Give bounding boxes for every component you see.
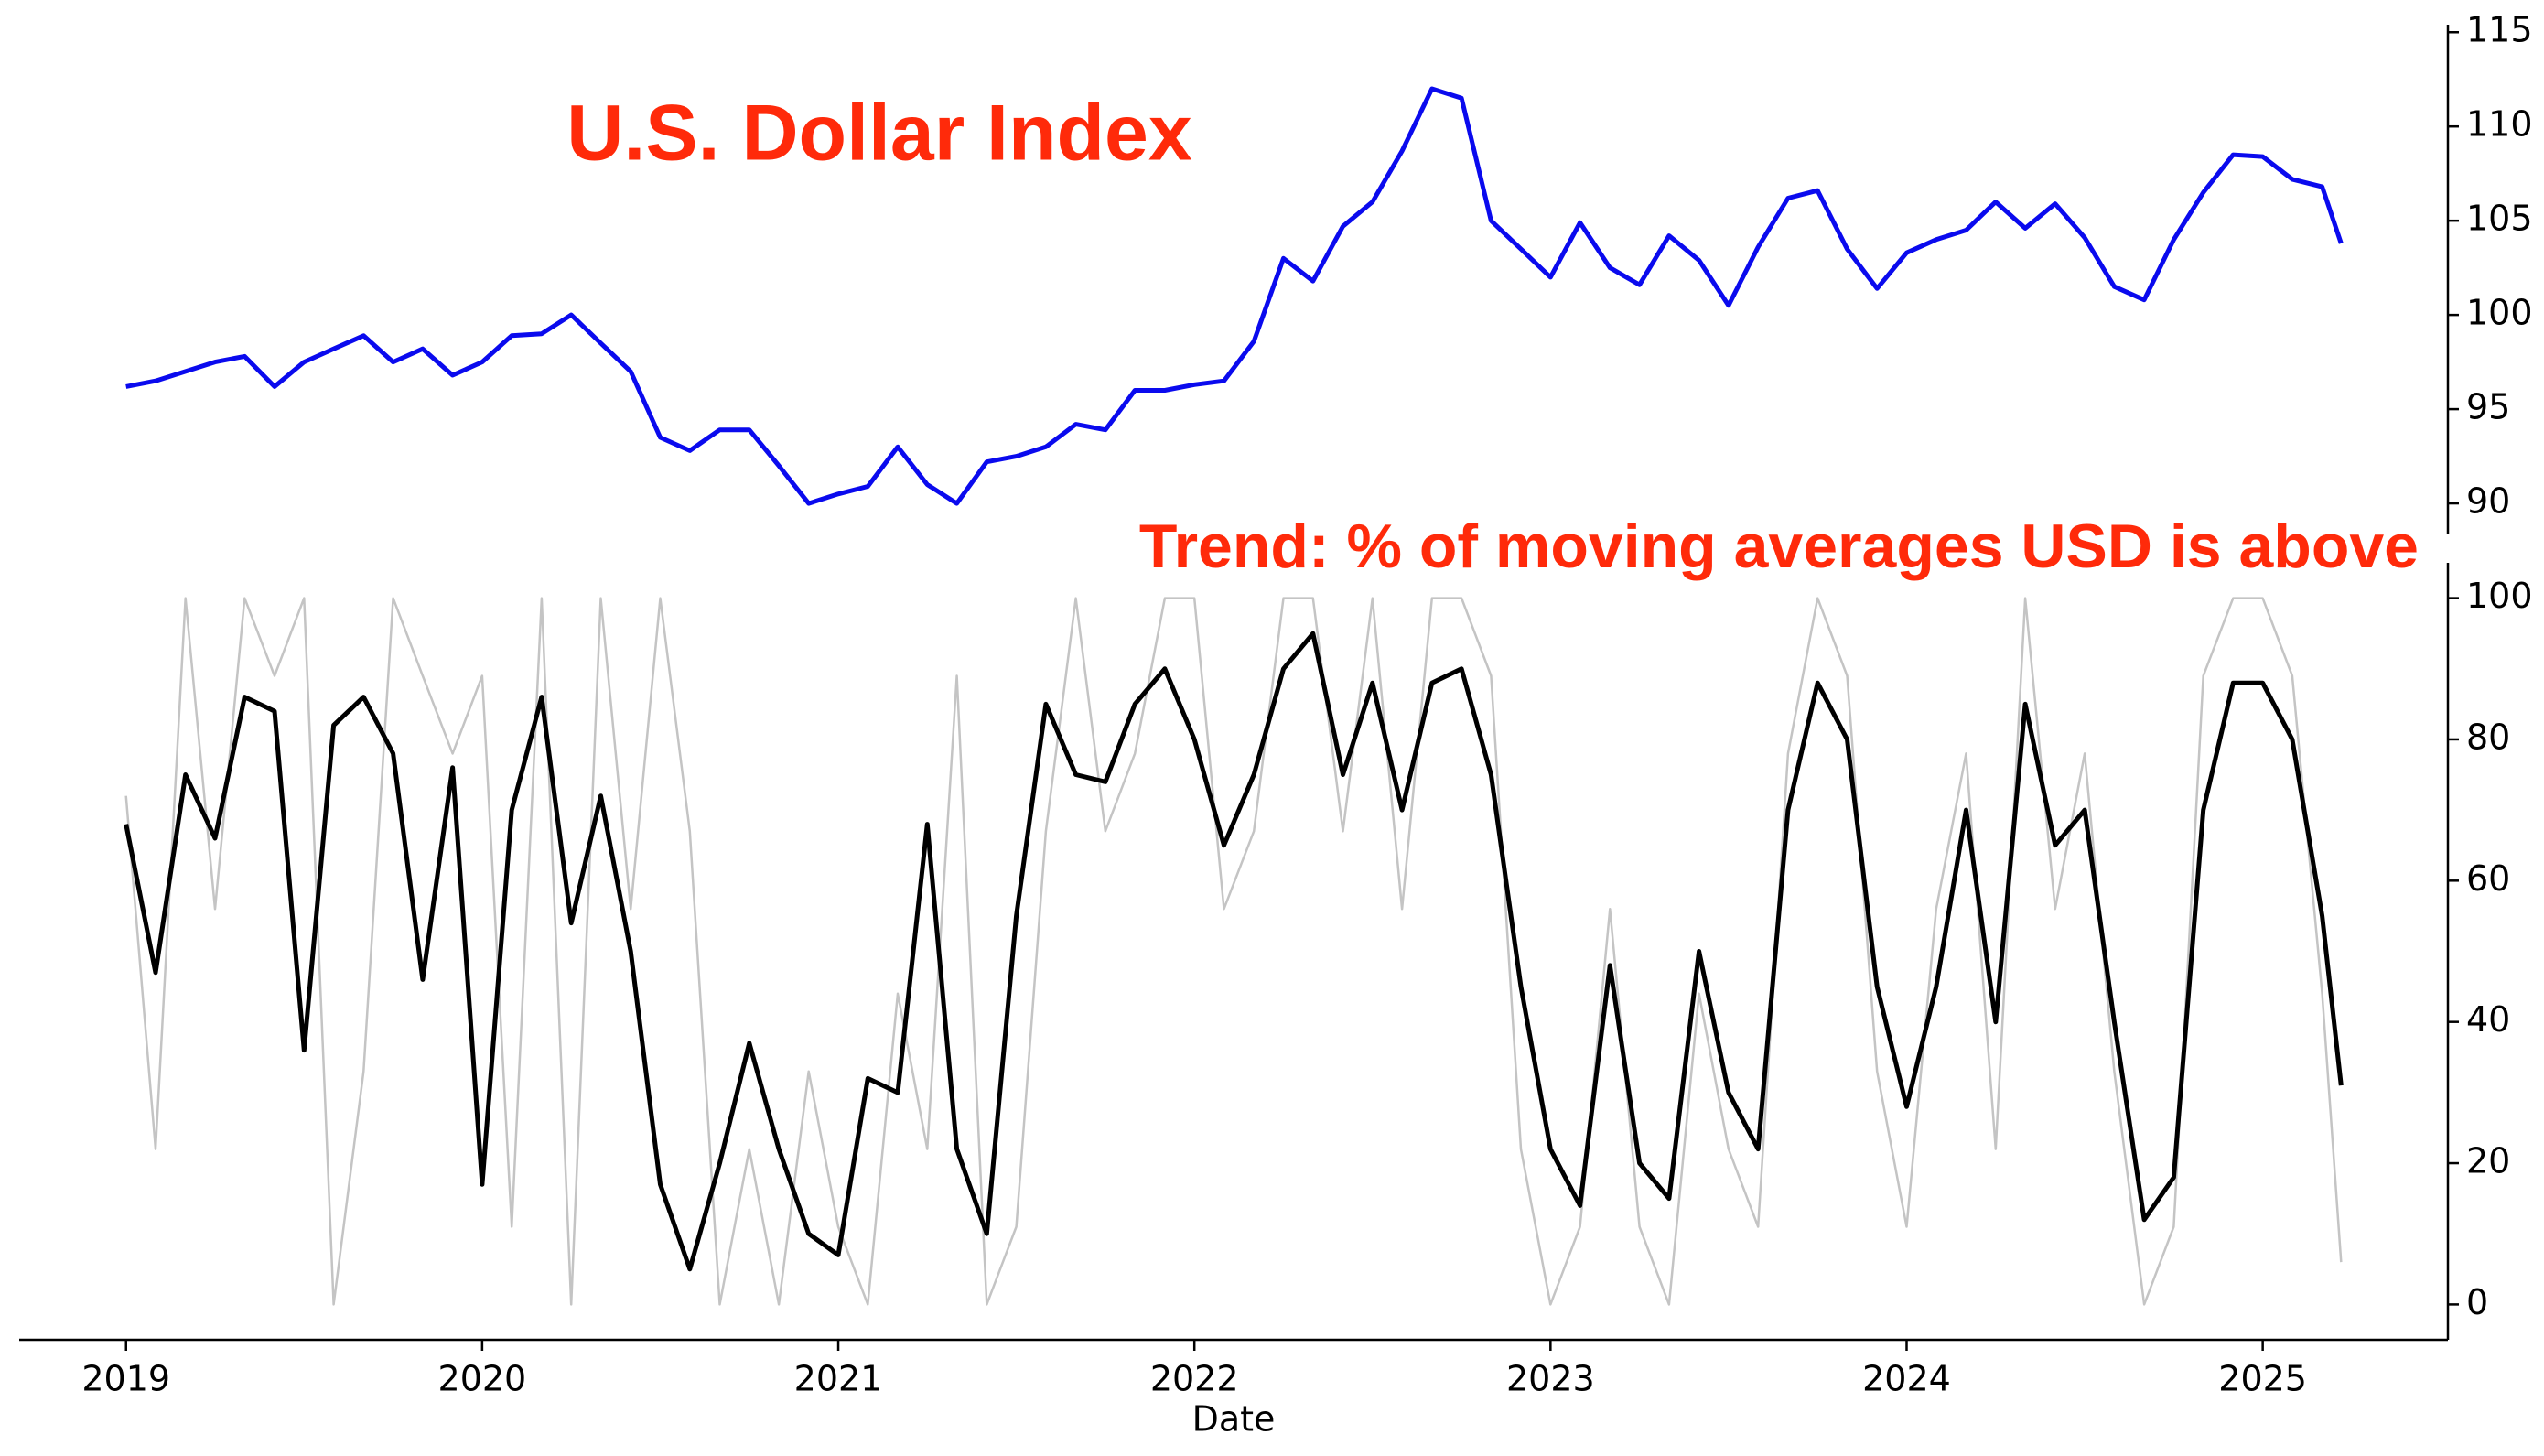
x-tick-label: 2020	[438, 1359, 527, 1399]
series-line	[125, 86, 2344, 506]
y-tick-label: 40	[2466, 999, 2510, 1040]
x-axis-label: Date	[1192, 1399, 1276, 1440]
y-tick-label: 80	[2466, 717, 2510, 757]
x-tick-label: 2023	[1506, 1359, 1595, 1399]
y-tick-label: 95	[2466, 387, 2510, 427]
x-tick-label: 2025	[2218, 1359, 2307, 1399]
y-tick-label: 115	[2466, 10, 2533, 50]
chart-title: Trend: % of moving averages USD is above	[1139, 512, 2419, 581]
chart-title: U.S. Dollar Index	[566, 90, 1192, 178]
y-tick-label: 0	[2466, 1282, 2488, 1322]
x-tick-label: 2022	[1150, 1359, 1239, 1399]
x-tick-label: 2024	[1862, 1359, 1951, 1399]
series-line	[124, 597, 2343, 1306]
y-tick-label: 20	[2466, 1141, 2510, 1181]
y-tick-label: 100	[2466, 293, 2533, 333]
y-tick-label: 90	[2466, 481, 2510, 522]
x-tick-label: 2021	[794, 1359, 883, 1399]
y-tick-label: 60	[2466, 858, 2510, 899]
y-tick-label: 100	[2466, 576, 2533, 616]
x-tick-label: 2019	[81, 1359, 170, 1399]
y-tick-label: 110	[2466, 104, 2533, 145]
y-tick-label: 105	[2466, 199, 2533, 239]
series-line	[124, 631, 2344, 1272]
